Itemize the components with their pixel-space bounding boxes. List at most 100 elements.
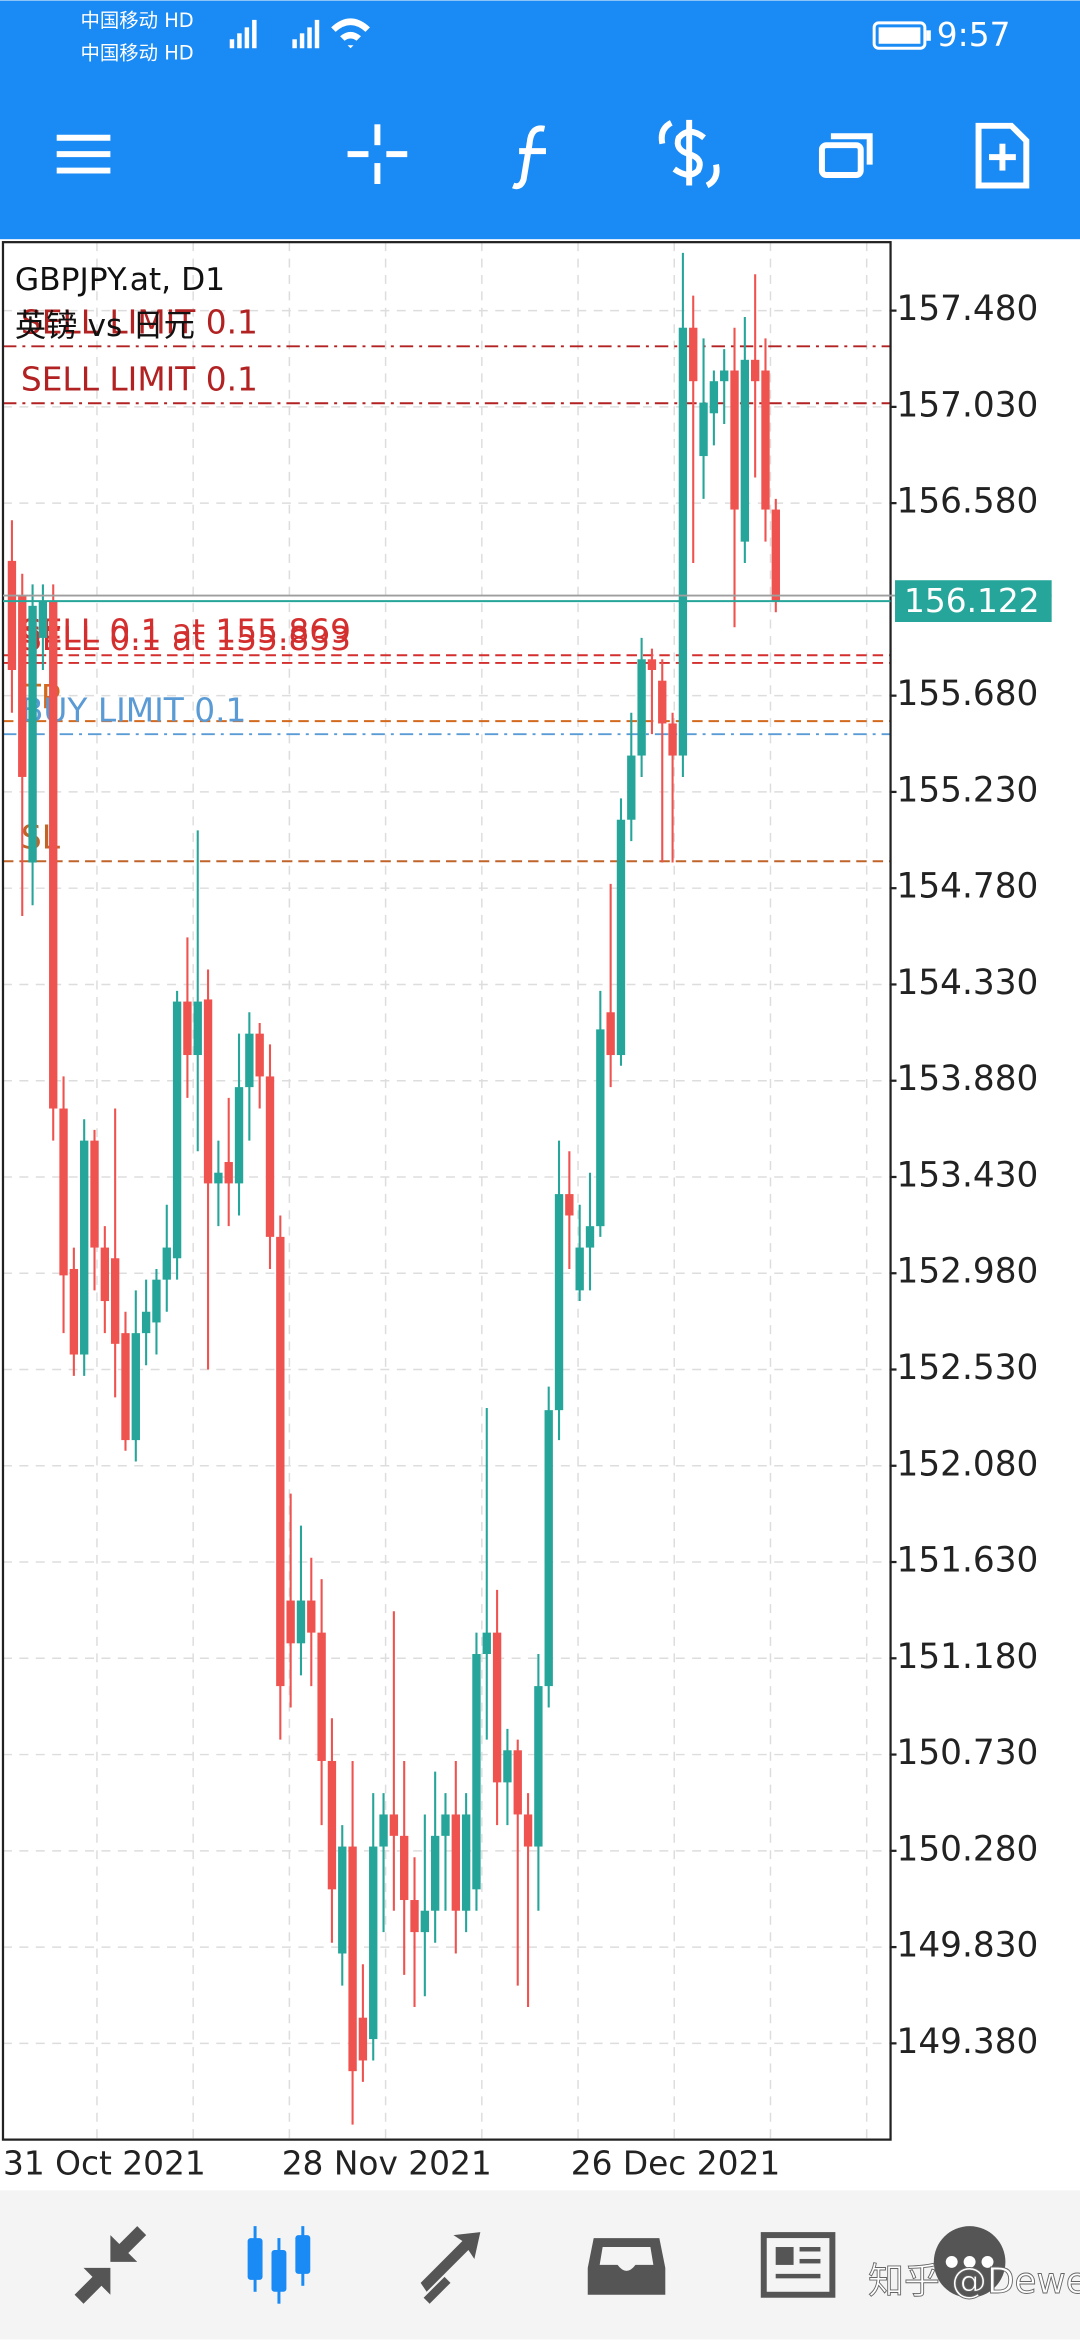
y-tick-label: 151.180	[897, 1637, 1039, 1677]
candle-body	[709, 381, 719, 414]
candle-body	[534, 1686, 543, 1847]
chart-subtitle: 英镑 vs 日元	[15, 308, 195, 344]
y-tick-label: 157.480	[897, 289, 1039, 329]
x-tick-label: 28 Nov 2021	[282, 2144, 492, 2182]
candle-body	[400, 1835, 409, 1901]
candle-body	[183, 1001, 192, 1056]
candle-body	[441, 1814, 450, 1836]
y-tick-label: 157.030	[897, 385, 1039, 425]
chart: SELL LIMIT 0.1 SELL LIMIT 0.1 SELL 0.1 at …	[2, 242, 891, 2140]
candle-body	[461, 1814, 471, 1911]
candle-body	[152, 1279, 161, 1323]
candle-body	[327, 1760, 337, 1890]
trade-tab[interactable]	[420, 2232, 481, 2304]
menu-button[interactable]	[56, 134, 111, 174]
chart-tab[interactable]	[247, 2226, 311, 2304]
candle-body	[689, 327, 698, 382]
candle-body	[699, 402, 708, 457]
quotes-tab[interactable]	[74, 2226, 147, 2304]
y-tick-label: 155.680	[897, 674, 1039, 714]
candle-body	[410, 1900, 419, 1933]
level-label: SELL LIMIT 0.1	[21, 303, 258, 341]
candle-body	[193, 1001, 202, 1056]
y-tick-label: 152.980	[897, 1252, 1039, 1292]
candle-body	[658, 680, 667, 724]
candle-body	[141, 1311, 151, 1334]
candle-body	[606, 1012, 615, 1056]
level-label: SELL 0.1 at 155.869	[21, 612, 351, 650]
candle-body	[523, 1814, 533, 1847]
candle-body	[276, 1236, 285, 1687]
candle-body	[472, 1654, 481, 1890]
carrier: 中国移动 HD	[81, 42, 194, 65]
history-tab[interactable]	[587, 2238, 666, 2295]
y-tick-label: 149.380	[897, 2022, 1039, 2062]
candle-body	[28, 605, 37, 863]
candle-body	[90, 1140, 99, 1248]
indicators-button[interactable]	[512, 125, 546, 190]
candle-body	[730, 370, 739, 510]
y-tick-label: 151.630	[897, 1541, 1039, 1581]
candle-body	[162, 1247, 171, 1280]
clock: 9:57	[937, 16, 1011, 54]
candle-body	[544, 1410, 553, 1687]
y-tick-label: 153.430	[897, 1155, 1039, 1195]
candle-body	[389, 1814, 399, 1836]
y-tick-label: 149.830	[897, 1926, 1039, 1966]
candle-body	[379, 1814, 388, 1847]
windows-button[interactable]	[818, 133, 873, 179]
candle-body	[172, 1001, 182, 1259]
level-label: BUY LIMIT 0.1	[21, 691, 247, 729]
candle-body	[18, 595, 27, 777]
candle-body	[286, 1600, 295, 1644]
candle-body	[565, 1194, 574, 1216]
candle-body	[647, 659, 657, 670]
level-label: SELL 0.1 at 155.833	[21, 620, 351, 658]
nav-icons	[74, 2226, 1006, 2304]
y-tick-label: 153.880	[897, 1059, 1039, 1099]
watermark: 知乎 @Dewen	[868, 2261, 1080, 2302]
candle-body	[740, 359, 750, 542]
candle-body	[234, 1087, 244, 1184]
y-tick-label: 154.330	[897, 963, 1039, 1003]
toolbar	[56, 119, 1030, 190]
candle-body	[430, 1835, 440, 1911]
candle-body	[771, 509, 780, 602]
new-order-button[interactable]	[975, 122, 1030, 189]
candle-body	[503, 1750, 512, 1783]
y-tick-label: 152.080	[897, 1444, 1039, 1484]
chart-title: GBPJPY.at, D1	[15, 262, 225, 298]
candle-body	[513, 1750, 522, 1815]
trade-button[interactable]	[658, 119, 720, 189]
news-tab[interactable]	[760, 2232, 836, 2298]
candle-body	[668, 723, 677, 756]
carrier: 中国移动 HD	[81, 9, 194, 32]
candle-body	[420, 1910, 430, 1933]
candle-body	[761, 370, 770, 510]
candle-body	[49, 601, 58, 1109]
candle-body	[492, 1632, 502, 1783]
candle-body	[131, 1333, 140, 1441]
y-tick-label: 150.280	[897, 1829, 1039, 1869]
candle-body	[317, 1632, 326, 1761]
x-tick-label: 26 Dec 2021	[571, 2144, 781, 2182]
candle-body	[265, 1076, 275, 1237]
candle-body	[348, 1846, 357, 2072]
x-tick-label: 31 Oct 2021	[3, 2144, 206, 2182]
candle-body	[575, 1247, 584, 1291]
plot-frame	[1, 241, 892, 2141]
crosshair-button[interactable]	[347, 124, 408, 184]
chat-tab[interactable]	[933, 2226, 1006, 2298]
candle-body	[750, 359, 760, 382]
candle-body	[637, 659, 646, 756]
candle-body	[369, 1846, 378, 2040]
signal-icons	[229, 18, 931, 50]
candle-body	[720, 370, 729, 382]
candle-body	[554, 1194, 564, 1411]
candle-body	[627, 755, 636, 820]
candle-body	[358, 2017, 368, 2061]
candle-body	[121, 1333, 130, 1441]
candle-body	[451, 1814, 460, 1911]
